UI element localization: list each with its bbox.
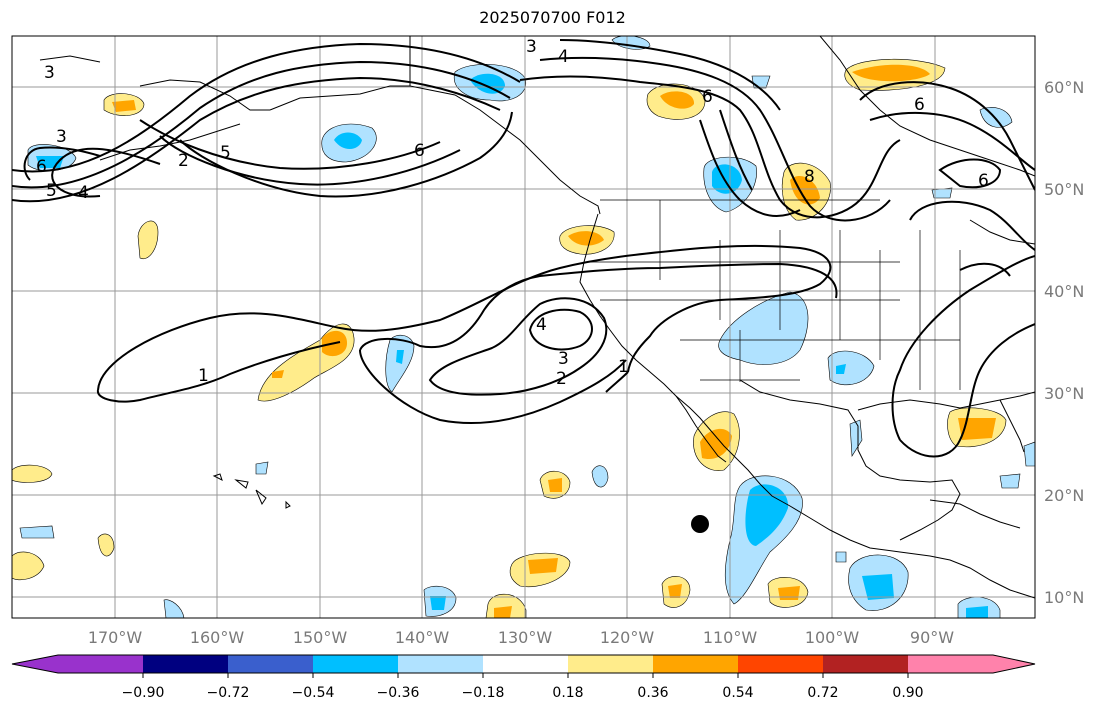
contour-label: 4 bbox=[558, 47, 569, 67]
contour-label: 8 bbox=[804, 167, 815, 187]
colorbar: −0.90 −0.72 −0.54 −0.36 −0.18 0.18 0.36 … bbox=[11, 654, 1036, 701]
lon-tick-label: 90°W bbox=[910, 628, 954, 647]
colorbar-segment bbox=[313, 655, 398, 673]
colorbar-tick-label: 0.72 bbox=[807, 685, 838, 701]
colorbar-segment bbox=[823, 655, 908, 673]
colorbar-tick-label: 0.36 bbox=[637, 685, 668, 701]
lon-tick-label: 170°W bbox=[88, 628, 143, 647]
lon-tick-label: 140°W bbox=[395, 628, 450, 647]
contour-label: 3 bbox=[526, 37, 537, 57]
lat-tick-label: 60°N bbox=[1044, 78, 1084, 97]
contour-label: 6 bbox=[914, 95, 925, 115]
contour-label: 4 bbox=[78, 183, 89, 203]
lat-tick-label: 20°N bbox=[1044, 486, 1084, 505]
colorbar-segment bbox=[228, 655, 313, 673]
shaded-anomalies bbox=[12, 36, 1035, 618]
map-background bbox=[12, 36, 1035, 618]
colorbar-segment bbox=[738, 655, 823, 673]
lat-tick-label: 40°N bbox=[1044, 282, 1084, 301]
colorbar-over-arrow bbox=[993, 655, 1035, 673]
colorbar-segment bbox=[568, 655, 653, 673]
colorbar-segment bbox=[653, 655, 738, 673]
lat-tick-label: 50°N bbox=[1044, 180, 1084, 199]
coastlines bbox=[39, 36, 1035, 599]
colorbar-under-arrow bbox=[12, 655, 58, 673]
plot-frame bbox=[11, 35, 1036, 619]
contour-label: 1 bbox=[198, 366, 209, 386]
plot-title: 2025070700 F012 bbox=[479, 8, 626, 27]
colorbar-tick-label: 0.54 bbox=[722, 685, 753, 701]
lon-tick-label: 110°W bbox=[703, 628, 758, 647]
contour-label: 6 bbox=[978, 171, 989, 191]
colorbar-tick-label: −0.36 bbox=[377, 685, 420, 701]
lat-tick-labels: 60°N 50°N 40°N 30°N 20°N 10°N bbox=[1044, 78, 1084, 607]
colorbar-segment bbox=[143, 655, 228, 673]
lon-tick-label: 160°W bbox=[190, 628, 245, 647]
contour-label: 3 bbox=[56, 127, 67, 147]
contour-label: 5 bbox=[46, 181, 57, 201]
contour-label: 2 bbox=[178, 151, 189, 171]
colorbar-tick-label: 0.90 bbox=[892, 685, 923, 701]
colorbar-segment bbox=[398, 655, 483, 673]
colorbar-tick-label: 0.18 bbox=[552, 685, 583, 701]
contour-label: 3 bbox=[558, 349, 569, 369]
storm-marker bbox=[691, 515, 709, 533]
colorbar-tick-label: −0.90 bbox=[122, 685, 165, 701]
lon-tick-label: 150°W bbox=[293, 628, 348, 647]
lon-tick-labels: 170°W 160°W 150°W 140°W 130°W 120°W 110°… bbox=[88, 628, 954, 647]
colorbar-segment bbox=[58, 655, 143, 673]
lon-tick-label: 130°W bbox=[498, 628, 553, 647]
colorbar-tick-label: −0.72 bbox=[207, 685, 250, 701]
contours bbox=[12, 39, 1035, 458]
lat-tick-label: 30°N bbox=[1044, 384, 1084, 403]
colorbar-tick-label: −0.18 bbox=[462, 685, 505, 701]
lat-tick-label: 10°N bbox=[1044, 588, 1084, 607]
contour-label: 6 bbox=[414, 141, 425, 161]
lon-tick-label: 120°W bbox=[600, 628, 655, 647]
lon-tick-label: 100°W bbox=[805, 628, 860, 647]
contour-label: 2 bbox=[556, 369, 567, 389]
colorbar-outline bbox=[11, 654, 1036, 674]
contour-label: 3 bbox=[44, 63, 55, 83]
colorbar-tick-label: −0.54 bbox=[292, 685, 335, 701]
colorbar-segment bbox=[908, 655, 993, 673]
contour-label: 1 bbox=[618, 357, 629, 377]
contour-label: 4 bbox=[536, 315, 547, 335]
contour-label: 5 bbox=[220, 143, 231, 163]
contour-labels: 1 1 2 2 3 3 3 3 4 4 4 5 5 6 6 6 6 6 8 bbox=[36, 37, 989, 389]
contour-label: 6 bbox=[36, 157, 47, 177]
contour-label: 6 bbox=[702, 87, 713, 107]
colorbar-segment bbox=[483, 655, 568, 673]
graticule bbox=[12, 36, 1035, 618]
